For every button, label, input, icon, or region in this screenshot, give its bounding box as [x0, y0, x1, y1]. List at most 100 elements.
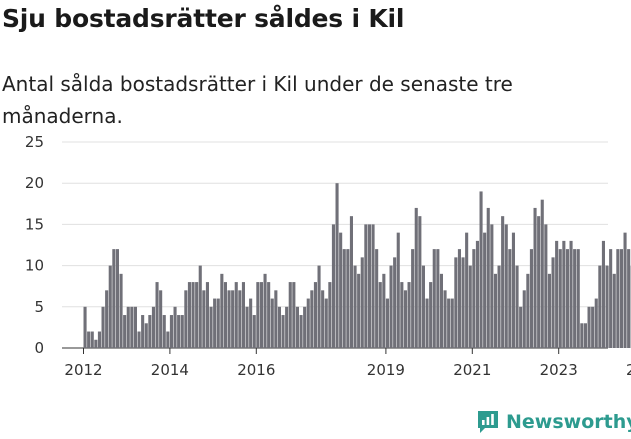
bar — [97, 331, 101, 348]
bar — [429, 282, 433, 348]
bar — [191, 282, 195, 348]
bar — [465, 232, 469, 348]
x-tick-label: 2019 — [367, 361, 405, 379]
bar — [220, 273, 224, 348]
bar — [583, 323, 587, 348]
bar — [367, 224, 371, 348]
bar — [407, 282, 411, 348]
bar — [436, 249, 440, 348]
bar — [522, 290, 526, 348]
bar — [587, 306, 591, 348]
bar — [155, 282, 159, 348]
bar — [457, 249, 461, 348]
bar — [537, 216, 541, 348]
bar — [281, 315, 285, 348]
bar — [105, 290, 109, 348]
x-tick-label: 2016 — [237, 361, 275, 379]
bar — [385, 298, 389, 348]
bar — [342, 249, 346, 348]
bar — [375, 249, 379, 348]
bar — [447, 298, 451, 348]
bar — [468, 265, 472, 348]
bar — [87, 331, 91, 348]
bar — [317, 265, 321, 348]
y-tick-label: 5 — [34, 298, 44, 316]
bar — [202, 290, 206, 348]
brand-name: Newsworthy — [506, 411, 631, 433]
x-tick-label: 2012 — [64, 361, 102, 379]
bar — [151, 306, 155, 348]
x-tick-label: 2021 — [453, 361, 491, 379]
bar — [213, 298, 217, 348]
bar — [483, 232, 487, 348]
bar — [616, 249, 620, 348]
bar — [403, 290, 407, 348]
bar — [299, 315, 303, 348]
bar — [245, 306, 249, 348]
bar — [378, 282, 382, 348]
bar — [533, 207, 537, 348]
bar — [418, 216, 422, 348]
bar — [216, 298, 220, 348]
bar — [321, 290, 325, 348]
bar — [504, 224, 508, 348]
y-tick-label: 0 — [34, 339, 44, 357]
bar — [339, 232, 343, 348]
bar — [558, 249, 562, 348]
x-tick-label: 2014 — [151, 361, 189, 379]
bar — [508, 249, 512, 348]
bar — [497, 265, 501, 348]
bar — [472, 249, 476, 348]
bar — [187, 282, 191, 348]
bar — [432, 249, 436, 348]
bar — [274, 290, 278, 348]
bar — [396, 232, 400, 348]
bar — [623, 232, 627, 348]
bar — [371, 224, 375, 348]
bar — [295, 306, 299, 348]
bar — [540, 199, 544, 348]
bar — [263, 273, 267, 348]
bar — [159, 290, 163, 348]
bar — [83, 306, 87, 348]
bar — [252, 315, 256, 348]
bar — [486, 207, 490, 348]
newsworthy-logo[interactable]: Newsworthy — [476, 408, 631, 436]
bar — [573, 249, 577, 348]
bar — [115, 249, 119, 348]
bar — [479, 191, 483, 348]
bar — [562, 240, 566, 348]
bar — [126, 306, 130, 348]
bar — [184, 290, 188, 348]
bar — [285, 306, 289, 348]
bar — [313, 282, 317, 348]
bar — [108, 265, 112, 348]
bar — [241, 282, 245, 348]
bar — [130, 306, 134, 348]
newsworthy-logo-icon — [478, 411, 498, 433]
bar — [123, 315, 127, 348]
bar — [238, 290, 242, 348]
bar — [148, 315, 152, 348]
bar — [529, 249, 533, 348]
bar — [555, 240, 559, 348]
bar — [162, 315, 166, 348]
y-tick-label: 20 — [25, 174, 44, 192]
bar — [389, 265, 393, 348]
bar — [598, 265, 602, 348]
bar — [288, 282, 292, 348]
bar — [393, 257, 397, 348]
bar — [515, 265, 519, 348]
bar — [349, 216, 353, 348]
chart-title: Sju bostadsrätter såldes i Kil — [2, 4, 405, 33]
bar — [511, 232, 515, 348]
bar — [101, 306, 105, 348]
bar — [601, 240, 605, 348]
bar — [231, 290, 235, 348]
bar — [310, 290, 314, 348]
bar — [400, 282, 404, 348]
bar — [357, 273, 361, 348]
bar — [195, 282, 199, 348]
